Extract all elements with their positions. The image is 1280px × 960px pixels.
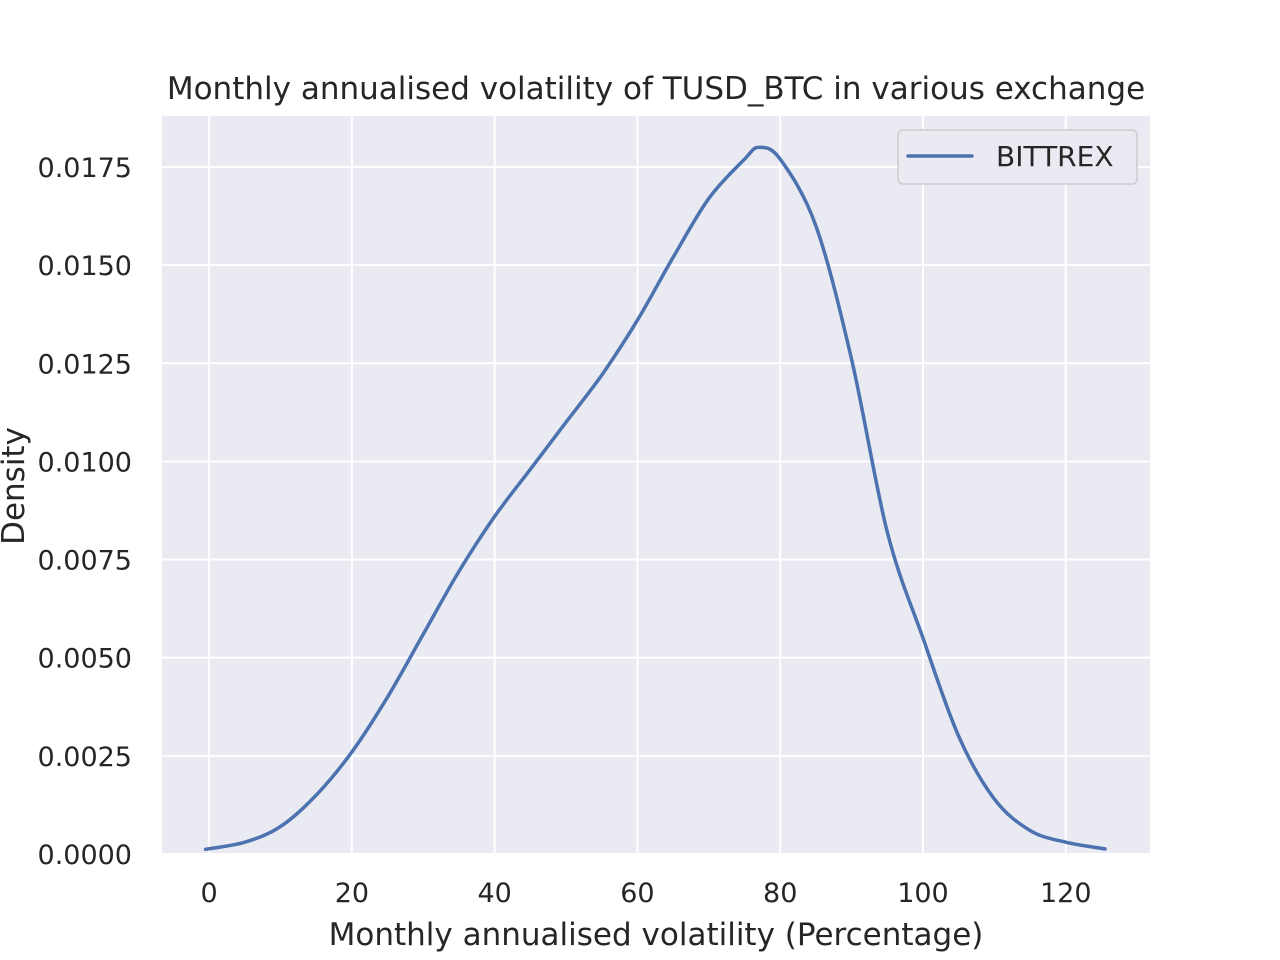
legend-box bbox=[897, 129, 1138, 185]
x-tick-label: 40 bbox=[477, 878, 511, 909]
y-axis-label: Density bbox=[0, 427, 32, 545]
chart-title: Monthly annualised volatility of TUSD_BT… bbox=[167, 71, 1145, 107]
series-layer bbox=[203, 145, 1107, 852]
grid-lines bbox=[162, 116, 1150, 855]
x-tick-label: 100 bbox=[897, 878, 949, 909]
y-tick-label: 0.0050 bbox=[38, 644, 132, 675]
y-tick-label: 0.0000 bbox=[38, 840, 132, 871]
x-tick-label: 120 bbox=[1040, 878, 1092, 909]
legend: BITTREX bbox=[897, 129, 1138, 185]
x-tick-label: 60 bbox=[620, 878, 654, 909]
y-tick-label: 0.0150 bbox=[38, 251, 132, 282]
y-tick-label: 0.0075 bbox=[38, 546, 132, 577]
legend-label-bittrex: BITTREX bbox=[996, 140, 1114, 173]
x-tick-labels: 0 20 40 60 80 100 120 bbox=[201, 878, 1092, 909]
y-tick-labels: 0.0000 0.0025 0.0050 0.0075 0.0100 0.0125 0.01… bbox=[38, 153, 132, 871]
series-line-bittrex bbox=[203, 145, 1107, 852]
y-tick-label: 0.0125 bbox=[38, 349, 132, 380]
plot-background bbox=[162, 116, 1150, 854]
x-axis-label: Monthly annualised volatility (Percentag… bbox=[329, 917, 984, 953]
x-tick-label: 20 bbox=[335, 878, 369, 909]
y-tick-label: 0.0175 bbox=[38, 153, 132, 184]
y-tick-label: 0.0100 bbox=[38, 447, 132, 478]
x-tick-label: 80 bbox=[763, 878, 797, 909]
y-tick-label: 0.0025 bbox=[38, 742, 132, 773]
x-tick-label: 0 bbox=[201, 878, 218, 909]
